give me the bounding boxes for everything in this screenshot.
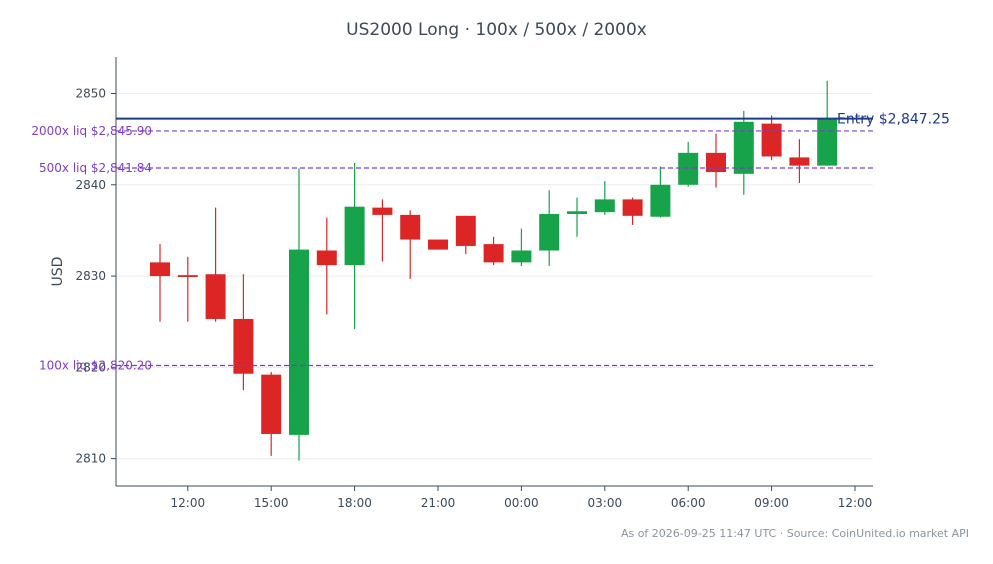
x-tick-label: 06:00 [671,496,706,510]
candle-body [789,157,810,166]
candle-body [761,123,782,157]
y-tick-label: 2810 [75,452,106,466]
candle-body [511,250,532,263]
candle-body [706,152,726,173]
x-tick-label: 00:00 [504,496,539,510]
candle-body [678,152,699,185]
y-tick-label: 2850 [75,87,106,101]
candles [150,80,838,461]
x-tick-label: 18:00 [337,496,372,510]
liquidation-label: 500x liq $2,841.84 [39,161,152,175]
x-tick-label: 09:00 [754,496,789,510]
candle-body [539,213,560,251]
chart-title: US2000 Long · 100x / 500x / 2000x [346,20,647,40]
candle-body [316,250,337,266]
candle-body [650,184,671,217]
candle-body [150,262,170,277]
candle-body [483,244,504,263]
candle-body [594,199,615,213]
price-levels: 2000x liq $2,845.90 500x liq $2,841.84 100… [31,112,950,373]
candle-body [344,206,365,266]
axes: 2810 2820 2830 2840 2850 12:00 15:00 18:00 21:00… [50,57,873,510]
candle-body [289,249,309,435]
y-axis-label: USD [50,257,66,287]
x-tick-label: 21:00 [421,496,456,510]
liquidation-label: 100x liq $2,820.20 [39,359,152,373]
candle-body [733,121,754,174]
candle-body [455,215,476,246]
data-source-footer: As of 2026-09-25 11:47 UTC · Source: Coi… [620,527,969,540]
candle-body [233,318,254,374]
x-tick-label: 15:00 [254,496,289,510]
candle-body [372,207,393,215]
candle-body [622,199,643,216]
candle-body [428,239,448,250]
x-tick-label: 03:00 [588,496,623,510]
liquidation-label: 2000x liq $2,845.90 [31,124,152,138]
candle-body [261,374,282,434]
x-tick-label: 12:00 [171,496,206,510]
grid-lines [116,93,873,460]
y-tick-label: 2820 [75,360,106,374]
candle-body [400,214,421,240]
entry-label: Entry $2,847.25 [837,112,950,128]
y-tick-label: 2840 [75,178,106,192]
y-tick-label: 2830 [75,269,106,283]
candle-body [205,274,226,319]
candle-body [567,211,587,214]
candle-body [177,275,198,277]
candle-body [817,119,838,166]
x-tick-label: 12:00 [838,496,873,510]
